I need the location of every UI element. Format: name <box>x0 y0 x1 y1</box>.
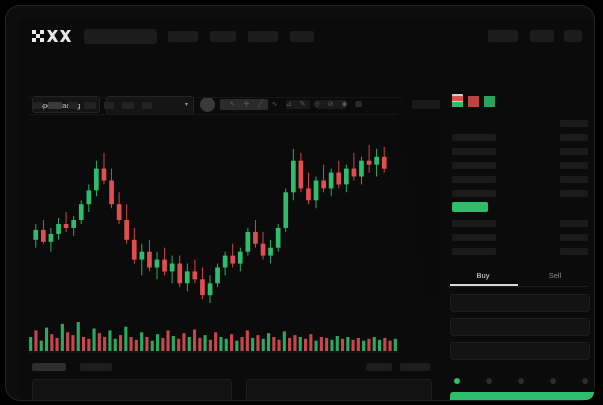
orderbook-header-right <box>560 120 588 127</box>
orderbook-ask-size <box>560 148 588 155</box>
bottom-tab-right-2[interactable] <box>400 363 430 371</box>
search-input[interactable] <box>84 29 157 44</box>
orderbook-spread-price <box>452 202 488 212</box>
slider-dot-0[interactable] <box>454 378 460 384</box>
orderbook-ask-row[interactable] <box>452 190 496 197</box>
orderbook-ask-size <box>560 176 588 183</box>
tab-active-underline <box>450 284 518 286</box>
slider-dot-3[interactable] <box>550 378 556 384</box>
tab-sell[interactable]: Sell <box>548 271 562 280</box>
orderbook-ask-row[interactable] <box>452 162 496 169</box>
orderbook-bids-icon[interactable] <box>484 94 495 107</box>
nav-item-4[interactable] <box>290 31 314 42</box>
trash-icon[interactable]: ▤ <box>355 101 362 108</box>
bottom-tab-2[interactable] <box>80 363 112 371</box>
okx-logo-icon[interactable] <box>32 30 74 43</box>
brush-icon[interactable]: ✎ <box>299 101 306 108</box>
market-stat-1 <box>286 100 310 109</box>
ruler-icon[interactable]: ⊿ <box>285 101 292 108</box>
orderbook-asks-icon[interactable] <box>468 94 479 107</box>
orderbook-bid-size <box>560 220 588 227</box>
chart-tool-5[interactable] <box>122 102 134 109</box>
orderbook-bid-row[interactable] <box>452 220 496 227</box>
chart-tool-6[interactable] <box>142 102 152 109</box>
nav-item-2[interactable] <box>210 31 236 42</box>
order-price-field[interactable] <box>450 294 590 312</box>
top-navigation-bar <box>18 18 594 52</box>
topbar-right-item-3[interactable] <box>564 30 582 42</box>
slider-dot-4[interactable] <box>582 378 588 384</box>
coin-avatar <box>200 97 215 112</box>
orderbook-ask-size <box>560 134 588 141</box>
chart-toolbar <box>28 97 402 115</box>
nav-item-3[interactable] <box>248 31 278 42</box>
tablet-screen: Spot Trading ▾ ▾ <box>18 18 594 400</box>
price-chart[interactable] <box>28 115 402 315</box>
bottom-panel-2 <box>246 379 432 400</box>
tablet-bezel: Spot Trading ▾ ▾ <box>6 6 594 400</box>
slider-dot-2[interactable] <box>518 378 524 384</box>
orderbook-ask-size <box>560 190 588 197</box>
orderbook-ask-size <box>560 162 588 169</box>
orderbook-bid-size <box>560 234 588 241</box>
nav-item-1[interactable] <box>168 31 198 42</box>
orderbook-ask-row[interactable] <box>452 176 496 183</box>
orderbook-bid-row[interactable] <box>452 234 496 241</box>
chart-tool-active[interactable] <box>48 102 62 109</box>
bottom-panel-1 <box>32 379 232 400</box>
market-stat-3 <box>412 100 440 109</box>
crosshair-icon[interactable]: ✛ <box>243 101 250 108</box>
orderbook-bid-size <box>560 248 588 255</box>
wave-icon[interactable]: ∿ <box>271 101 278 108</box>
orderbook-bid-row[interactable] <box>452 248 496 255</box>
chart-tool-4[interactable] <box>104 102 114 109</box>
chart-tool-2[interactable] <box>68 102 78 109</box>
last-price-display <box>220 99 268 110</box>
topbar-right-item-2[interactable] <box>530 30 554 42</box>
eye-icon[interactable]: ◉ <box>341 101 348 108</box>
trendline-icon[interactable]: ╱ <box>258 101 263 108</box>
lock-icon[interactable]: ⊘ <box>327 101 334 108</box>
amount-slider[interactable] <box>450 378 588 386</box>
chevron-down-icon: ▾ <box>184 102 188 108</box>
chart-tool-1[interactable] <box>32 102 42 109</box>
market-stat-2 <box>316 100 346 109</box>
chart-tool-3[interactable] <box>84 102 96 109</box>
place-buy-order-button[interactable] <box>450 392 594 400</box>
orderbook-ask-row[interactable] <box>452 134 496 141</box>
trade-tabs <box>448 270 588 287</box>
bottom-tab-1[interactable] <box>32 363 66 371</box>
order-total-field[interactable] <box>450 342 590 360</box>
foreground-occlusion <box>396 114 444 300</box>
volume-chart <box>28 318 398 353</box>
slider-dot-1[interactable] <box>486 378 492 384</box>
market-toolbar: Spot Trading ▾ ▾ <box>18 52 594 115</box>
topbar-right-item-1[interactable] <box>488 30 518 42</box>
orderbook-both-icon[interactable] <box>452 94 463 107</box>
orderbook-ask-row[interactable] <box>452 148 496 155</box>
tab-buy[interactable]: Buy <box>476 271 490 280</box>
order-amount-field[interactable] <box>450 318 590 336</box>
cursor-icon[interactable]: ↖ <box>229 101 236 108</box>
magnet-icon[interactable]: ◎ <box>313 101 320 108</box>
bottom-tab-right-1[interactable] <box>366 363 392 371</box>
